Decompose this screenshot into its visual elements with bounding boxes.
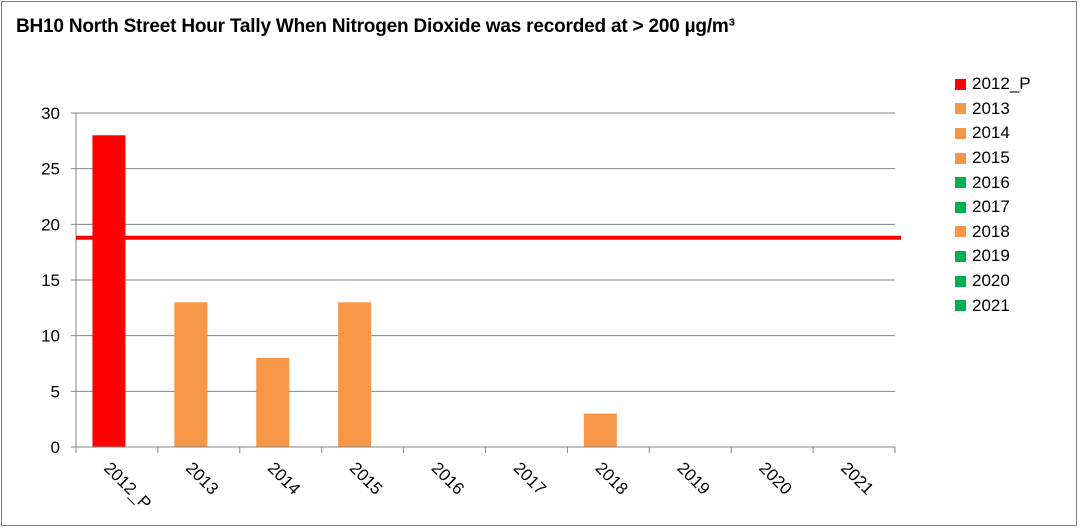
y-tick-label: 0 — [51, 438, 60, 457]
legend-swatch — [955, 152, 966, 164]
bar-2013 — [174, 302, 208, 447]
legend-label: 2016 — [972, 172, 1010, 192]
y-tick-label: 5 — [51, 382, 60, 401]
legend-item: 2013 — [955, 97, 1065, 122]
bar-2014 — [256, 357, 290, 447]
y-tick-label: 25 — [41, 160, 60, 179]
legend-swatch — [955, 177, 966, 189]
legend-item: 2016 — [955, 170, 1065, 195]
y-tick-label: 30 — [41, 104, 60, 123]
y-tick-label: 15 — [41, 271, 60, 290]
legend-swatch — [955, 226, 966, 238]
legend-swatch — [955, 103, 966, 115]
x-tick-label: 2016 — [428, 458, 468, 498]
x-tick-label: 2012_P — [100, 458, 155, 513]
bars — [92, 135, 617, 447]
legend-item: 2021 — [955, 293, 1065, 318]
axes — [71, 112, 896, 453]
legend-swatch — [955, 275, 966, 287]
legend-label: 2017 — [972, 197, 1010, 217]
legend: 2012_P 2013 2014 2015 2016 2017 2018 2019 2020 20… — [955, 72, 1065, 318]
x-tick-label: 2021 — [837, 458, 877, 498]
legend-label: 2020 — [972, 271, 1010, 291]
legend-label: 2015 — [972, 148, 1010, 168]
legend-label: 2014 — [972, 123, 1010, 143]
x-tick-label: 2015 — [346, 458, 386, 498]
legend-item: 2017 — [955, 195, 1065, 220]
legend-swatch — [955, 250, 966, 262]
x-tick-label: 2019 — [673, 458, 713, 498]
y-tick-label: 10 — [41, 327, 60, 346]
legend-swatch — [955, 78, 966, 90]
legend-swatch — [955, 127, 966, 139]
x-tick-label: 2013 — [182, 458, 222, 498]
legend-item: 2020 — [955, 269, 1065, 294]
bar-2015 — [338, 302, 372, 447]
x-tick-label: 2017 — [510, 458, 550, 498]
legend-label: 2018 — [972, 221, 1010, 241]
gridlines — [76, 112, 895, 392]
tick-labels: 0 5 10 15 20 25 30 2012_P 2013 2014 2015 2016 2017 20… — [41, 104, 877, 513]
x-tick-label: 2014 — [264, 458, 304, 498]
legend-label: 2013 — [972, 98, 1010, 118]
bar-2018 — [583, 413, 617, 447]
legend-swatch — [955, 201, 966, 213]
legend-item: 2019 — [955, 244, 1065, 269]
legend-swatch — [955, 300, 966, 312]
legend-item: 2014 — [955, 121, 1065, 146]
legend-label: 2021 — [972, 295, 1010, 315]
x-tick-label: 2018 — [592, 458, 632, 498]
legend-item: 2018 — [955, 220, 1065, 245]
y-tick-label: 20 — [41, 215, 60, 234]
legend-item: 2012_P — [955, 72, 1065, 97]
legend-label: 2019 — [972, 246, 1010, 266]
legend-item: 2015 — [955, 146, 1065, 171]
chart-title: BH10 North Street Hour Tally When Nitrog… — [16, 16, 735, 37]
legend-label: 2012_P — [972, 74, 1031, 94]
x-tick-label: 2020 — [755, 458, 795, 498]
bar-2012_P — [92, 135, 126, 447]
